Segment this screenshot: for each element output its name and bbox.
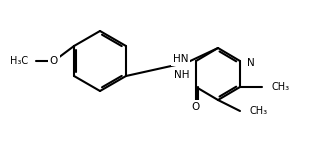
Text: O: O bbox=[192, 102, 200, 112]
Text: O: O bbox=[50, 56, 58, 66]
Text: CH₃: CH₃ bbox=[250, 106, 268, 116]
Text: HN: HN bbox=[173, 54, 188, 64]
Text: NH: NH bbox=[174, 70, 190, 80]
Text: H₃C: H₃C bbox=[10, 56, 28, 66]
Text: CH₃: CH₃ bbox=[272, 82, 290, 92]
Text: N: N bbox=[247, 58, 255, 68]
